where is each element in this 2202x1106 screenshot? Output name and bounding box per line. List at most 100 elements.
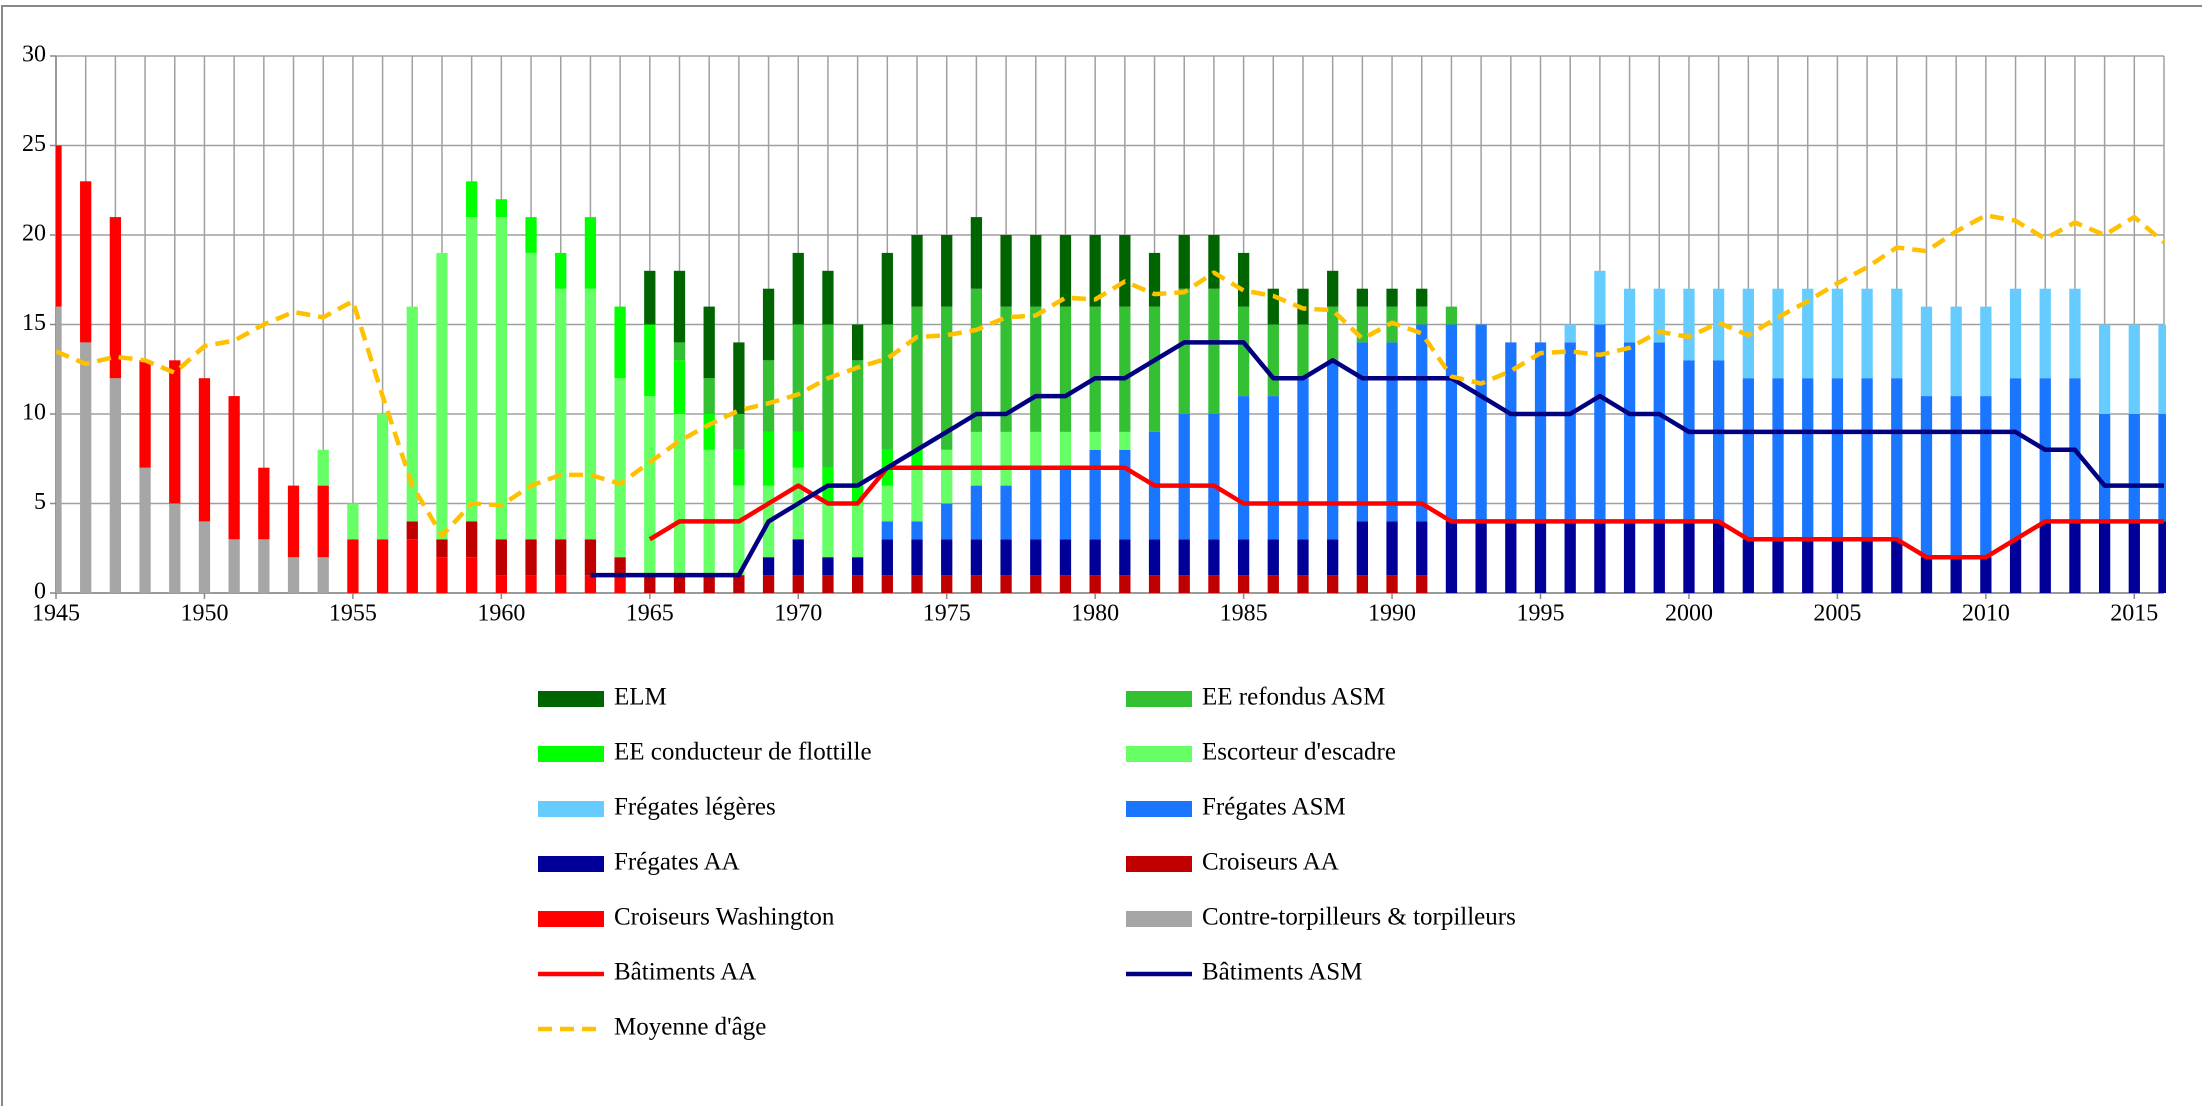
bar-segment — [1980, 557, 1992, 593]
bar-segment — [703, 449, 715, 576]
x-tick-label: 1985 — [1220, 601, 1268, 627]
bar-segment — [495, 575, 507, 593]
bar-segment — [1059, 306, 1072, 432]
bar-segment — [1861, 378, 1873, 540]
bar-segment — [792, 539, 804, 576]
bar-segment — [911, 521, 923, 540]
legend-swatch — [1126, 691, 1192, 707]
bar-segment — [258, 467, 270, 540]
bar-segment — [881, 324, 893, 450]
chart-border — [1, 5, 2202, 1106]
bar-segment — [970, 431, 983, 486]
bar-segment — [851, 360, 864, 486]
bar-segment — [1980, 306, 1992, 397]
bar-segment — [1683, 288, 1695, 361]
legend-swatch — [538, 746, 604, 762]
bar-segment — [1030, 431, 1042, 468]
bar-segment — [1089, 235, 1101, 307]
bar-segment — [1059, 539, 1072, 576]
bar-segment — [1416, 521, 1428, 576]
bar-segment — [406, 539, 418, 593]
legend-label: ELM — [614, 684, 667, 711]
bar-segment — [584, 575, 597, 593]
bar-segment — [1030, 306, 1042, 432]
bar-segment — [1000, 306, 1012, 432]
bar-segment — [614, 306, 626, 379]
bar-segment — [1623, 521, 1636, 593]
bar-segment — [1861, 539, 1873, 593]
bar-segment — [376, 539, 389, 593]
bar-segment — [1327, 575, 1339, 593]
bar-segment — [1713, 360, 1725, 522]
bar-segment — [703, 414, 715, 450]
bar-segment — [1059, 235, 1072, 307]
bar-segment — [614, 378, 626, 558]
bar-segment — [1386, 575, 1398, 593]
bar-segment — [555, 252, 567, 289]
bar-segment — [495, 199, 507, 218]
bar-segment — [466, 181, 478, 218]
bar-segment — [525, 252, 537, 540]
bar-segment — [673, 360, 686, 414]
bar-segment — [1802, 288, 1814, 379]
bar-segment — [733, 449, 745, 486]
bar-segment — [80, 181, 92, 343]
bar-segment — [1089, 539, 1101, 576]
bar-segment — [56, 306, 62, 593]
bar-segment — [762, 431, 775, 486]
legend-label: Bâtiments AA — [614, 959, 756, 986]
bar-segment — [1089, 575, 1101, 593]
bar-segment — [2009, 539, 2022, 593]
bar-segment — [1594, 270, 1606, 325]
bar-segment — [584, 539, 597, 576]
bar-segment — [198, 378, 211, 522]
bar-segment — [1148, 252, 1161, 307]
bar-segment — [139, 360, 151, 468]
bar-segment — [198, 521, 211, 593]
bar-segment — [1267, 396, 1279, 540]
bar-segment — [851, 485, 864, 504]
bar-segment — [1831, 539, 1844, 593]
bar-segment — [2098, 324, 2111, 414]
bar-segment — [1297, 575, 1309, 593]
bar-segment — [1505, 521, 1517, 593]
bar-segment — [1534, 342, 1547, 522]
bar-segment — [1000, 485, 1012, 540]
x-tick-label: 1970 — [774, 601, 822, 627]
bar-segment — [1059, 431, 1072, 468]
bar-segment — [1564, 521, 1576, 593]
bar-segment — [584, 288, 597, 540]
bar-segment — [495, 539, 507, 576]
bar-segment — [881, 252, 893, 325]
x-tick-label: 1995 — [1517, 601, 1565, 627]
bar-segment — [1475, 521, 1487, 593]
x-tick-label: 1980 — [1071, 601, 1119, 627]
bar-segment — [1208, 539, 1220, 576]
bar-segment — [1089, 449, 1101, 540]
legend-label: Bâtiments ASM — [1202, 959, 1362, 986]
bar-segment — [1148, 539, 1161, 576]
y-tick-label: 25 — [22, 131, 46, 157]
bar-segment — [1772, 288, 1784, 379]
bar-segment — [1386, 342, 1398, 522]
bar-segment — [376, 414, 389, 540]
legend-label: Frégates ASM — [1202, 794, 1346, 821]
bar-segment — [1920, 306, 1933, 397]
bar-segment — [1742, 378, 1754, 540]
bar-segment — [228, 396, 240, 540]
bar-segment — [1920, 557, 1933, 593]
bar-segment — [1653, 521, 1665, 593]
bar-segment — [1416, 575, 1428, 593]
bar-segment — [1237, 396, 1250, 540]
bar-segment — [80, 342, 92, 593]
bar-segment — [317, 557, 329, 593]
bar-segment — [466, 557, 478, 593]
legend-label: EE refondus ASM — [1202, 684, 1385, 711]
bar-segment — [436, 539, 448, 558]
bar-segment — [317, 485, 329, 558]
bar-segment — [1891, 288, 1903, 379]
bar-segment — [1119, 539, 1131, 576]
bar-segment — [1030, 539, 1042, 576]
bar-segment — [2098, 521, 2111, 593]
bar-segment — [1297, 324, 1309, 379]
